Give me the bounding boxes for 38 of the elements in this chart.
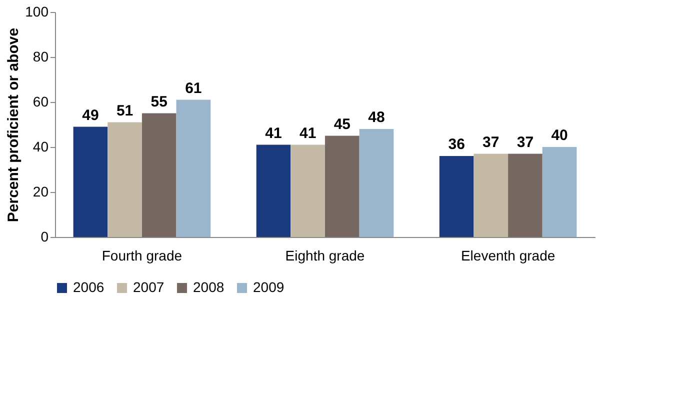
bar [439,156,474,237]
bar [176,100,211,237]
bar [359,129,394,237]
y-tick-label: 100 [25,4,49,20]
data-label: 49 [82,106,99,124]
bar [474,154,508,237]
legend-label: 2009 [253,279,284,295]
data-label: 51 [116,102,134,120]
legend-label: 2007 [133,279,164,295]
data-label: 61 [185,80,202,97]
y-tick-label: 60 [32,94,49,110]
y-tick-label: 0 [40,228,49,244]
bar [325,136,360,237]
data-label: 45 [334,116,351,133]
bar [108,122,142,237]
data-label: 37 [482,134,500,151]
bar [256,144,291,237]
legend-label: 2006 [73,279,104,295]
y-tick-label: 20 [32,184,49,200]
y-axis-title: Percent proficient or above [5,28,22,222]
y-tick-label: 40 [32,138,49,154]
x-tick-label: Fourth grade [102,248,182,264]
data-label: 41 [299,124,316,142]
data-label: 37 [516,134,534,151]
data-label: 36 [448,136,465,153]
bar [142,113,176,237]
data-label: 40 [551,127,568,144]
legend-label: 2008 [193,279,224,295]
y-tick-label: 80 [32,48,49,64]
bar [508,154,542,237]
data-label: 41 [265,124,282,142]
bar [290,144,325,237]
bar [73,126,108,237]
data-label: 48 [368,109,385,126]
x-tick-label: Eighth grade [285,248,365,264]
data-label: 55 [150,93,168,110]
x-tick-label: Eleventh grade [460,248,556,264]
bar [542,147,577,237]
